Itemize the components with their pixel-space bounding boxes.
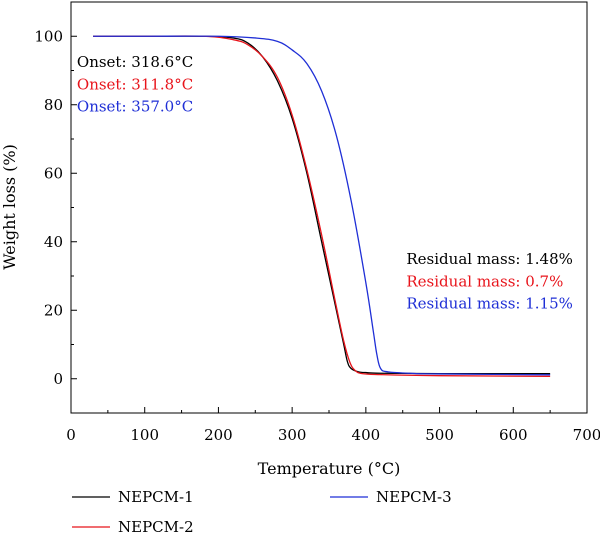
annotation: Residual mass: 1.15% bbox=[406, 295, 572, 313]
x-axis-label: Temperature (°C) bbox=[258, 459, 401, 478]
series-line-nepcm-3 bbox=[93, 35, 551, 376]
series-line-nepcm-2 bbox=[93, 35, 551, 377]
x-tick-label: 700 bbox=[573, 426, 600, 444]
y-tick-label: 0 bbox=[53, 370, 63, 388]
annotation: Residual mass: 0.7% bbox=[406, 272, 563, 290]
x-tick-label: 200 bbox=[204, 426, 233, 444]
y-tick-label: 60 bbox=[44, 164, 63, 182]
annotation: Onset: 318.6°C bbox=[77, 53, 193, 71]
x-tick-label: 500 bbox=[425, 426, 454, 444]
annotation: Onset: 357.0°C bbox=[77, 98, 193, 116]
legend: NEPCM-1 NEPCM-2 NEPCM-3 bbox=[72, 488, 452, 536]
x-tick-label: 600 bbox=[499, 426, 528, 444]
series-line-nepcm-1 bbox=[93, 35, 551, 375]
annotation: Residual mass: 1.48% bbox=[406, 250, 572, 268]
legend-label: NEPCM-2 bbox=[118, 518, 194, 536]
y-axis-label: Weight loss (%) bbox=[0, 144, 19, 270]
x-tick-label: 400 bbox=[352, 426, 381, 444]
y-tick-label: 40 bbox=[44, 233, 63, 251]
x-tick-label: 100 bbox=[130, 426, 159, 444]
legend-label: NEPCM-3 bbox=[376, 488, 452, 506]
y-tick-label: 100 bbox=[34, 27, 63, 45]
y-tick-label: 80 bbox=[44, 96, 63, 114]
x-tick-label: 300 bbox=[278, 426, 307, 444]
x-tick-label: 0 bbox=[66, 426, 76, 444]
y-tick-label: 20 bbox=[44, 301, 63, 319]
annotation: Onset: 311.8°C bbox=[77, 75, 193, 93]
legend-label: NEPCM-1 bbox=[118, 488, 194, 506]
